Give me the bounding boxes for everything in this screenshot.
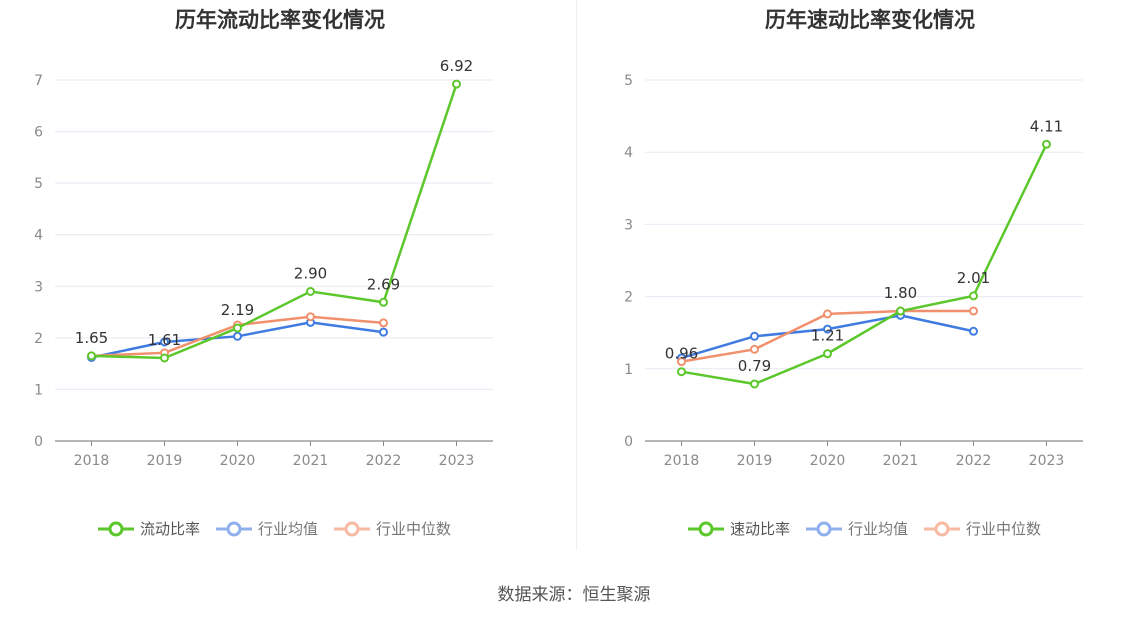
legend-item-industry-average[interactable]: 行业均值 (806, 518, 908, 539)
industry-average-series-point (823, 324, 832, 334)
panel-divider (576, 0, 577, 550)
industry-median-series-point (306, 312, 315, 322)
legend-label: 行业均值 (258, 520, 319, 538)
y-tick-label: 4 (624, 145, 633, 161)
y-tick-label: 5 (34, 176, 43, 192)
industry-median-series-point (823, 309, 832, 319)
data-label: 6.92 (440, 57, 473, 75)
industry-median-series-point (379, 318, 388, 328)
industry-average-series-point (750, 331, 759, 341)
main-series-point (823, 349, 832, 359)
data-label: 2.90 (294, 264, 327, 282)
y-tick-label: 3 (624, 217, 633, 233)
legend-label: 行业均值 (848, 520, 909, 538)
legend-item-industry-median[interactable]: 行业中位数 (334, 518, 451, 539)
data-label: 4.11 (1030, 117, 1063, 135)
industry-average-series-point (233, 331, 242, 341)
data-label: 1.65 (75, 329, 108, 347)
x-tick-label: 2022 (956, 453, 992, 469)
main-series-point (969, 291, 978, 301)
main-series-point (452, 79, 461, 89)
chart-legend: 流动比率 行业均值 行业中位数 (98, 518, 467, 539)
main-series-point (379, 297, 388, 307)
y-tick-label: 2 (34, 331, 43, 347)
y-tick-label: 2 (624, 290, 633, 306)
quick-ratio-plot: 0 1 2 3 4 5 2018 2019 2020 2021 2022 2023 0.96 0.79 1.… (624, 73, 1083, 469)
data-label: 2.19 (221, 301, 254, 319)
legend-item-quick-ratio[interactable]: 速动比率 (688, 518, 790, 539)
x-tick-label: 2018 (664, 453, 700, 469)
main-series-point (233, 323, 242, 333)
data-label: 2.69 (367, 275, 400, 293)
industry-median-series-point (677, 357, 686, 367)
y-tick-label: 4 (34, 228, 43, 244)
main-series-point (87, 351, 96, 361)
legend-label: 行业中位数 (966, 520, 1042, 538)
y-tick-label: 6 (34, 125, 43, 141)
data-label: 1.80 (884, 284, 917, 302)
current-ratio-plot: 0 1 2 3 4 5 6 7 2018 2019 2020 2021 2022 2023 1.65 1.61… (34, 57, 493, 469)
x-tick-label: 2023 (439, 453, 475, 469)
industry-median-series-point (969, 306, 978, 316)
legend-label: 速动比率 (730, 520, 791, 538)
y-tick-label: 1 (34, 382, 43, 398)
x-tick-label: 2020 (810, 453, 846, 469)
data-label: 0.79 (738, 357, 771, 375)
data-label: 1.21 (811, 327, 844, 345)
main-series-point (160, 353, 169, 363)
x-tick-label: 2022 (366, 453, 402, 469)
main-series-line (91, 83, 458, 360)
industry-median-series-point (750, 344, 759, 354)
chart-legend: 速动比率 行业均值 行业中位数 (688, 518, 1057, 539)
industry-average-series-point (379, 327, 388, 337)
main-series-point (1042, 139, 1051, 149)
chart-title: 历年流动比率变化情况 (175, 8, 385, 32)
main-series-line (681, 143, 1048, 386)
y-tick-label: 5 (624, 73, 633, 89)
industry-average-series-point (969, 326, 978, 336)
legend-label: 行业中位数 (376, 520, 452, 538)
legend-item-industry-median[interactable]: 行业中位数 (924, 518, 1041, 539)
main-series-point (306, 286, 315, 296)
chart-title: 历年速动比率变化情况 (765, 8, 975, 32)
legend-label: 流动比率 (140, 520, 201, 538)
legend-item-industry-average[interactable]: 行业均值 (216, 518, 318, 539)
main-series-point (896, 306, 905, 316)
x-tick-label: 2023 (1029, 453, 1065, 469)
y-tick-label: 7 (34, 73, 43, 89)
industry-average-series-point (160, 337, 169, 347)
data-label: 2.01 (957, 269, 990, 287)
data-label: 1.61 (148, 331, 181, 349)
quick-ratio-chart: 历年速动比率变化情况 0 1 2 3 4 5 2018 2019 2020 2021 2022 202… (590, 0, 1148, 560)
y-tick-label: 0 (624, 434, 633, 450)
x-tick-label: 2019 (147, 453, 183, 469)
y-tick-label: 0 (34, 434, 43, 450)
current-ratio-chart: 历年流动比率变化情况 0 1 2 3 4 5 6 7 2018 2019 2020 2021 2022 2… (0, 0, 574, 560)
x-tick-label: 2021 (293, 453, 329, 469)
x-tick-label: 2018 (74, 453, 110, 469)
x-tick-label: 2019 (737, 453, 773, 469)
legend-item-current-ratio[interactable]: 流动比率 (98, 518, 200, 539)
x-tick-label: 2020 (220, 453, 256, 469)
main-series-point (750, 379, 759, 389)
x-tick-label: 2021 (883, 453, 919, 469)
y-tick-label: 1 (624, 362, 633, 378)
y-tick-label: 3 (34, 279, 43, 295)
data-source: 数据来源：恒生聚源 (497, 585, 651, 605)
data-label: 0.96 (665, 345, 698, 363)
main-series-point (677, 367, 686, 377)
